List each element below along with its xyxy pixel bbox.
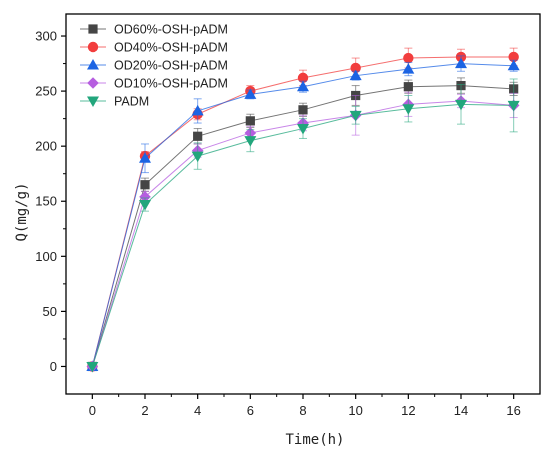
series-line	[91, 100, 514, 367]
x-tick-label: 8	[299, 403, 306, 418]
x-tick-label: 0	[89, 403, 96, 418]
data-point	[402, 63, 415, 74]
y-tick-label: 200	[35, 139, 57, 154]
y-tick-label: 300	[35, 29, 57, 44]
legend-marker	[87, 77, 99, 89]
data-point	[455, 99, 467, 111]
series-5	[86, 78, 520, 373]
legend-label: PADM	[114, 95, 149, 109]
data-point	[139, 200, 151, 211]
y-tick-label: 250	[35, 84, 57, 99]
legend-label: OD10%-OSH-pADM	[114, 77, 228, 91]
data-point	[86, 361, 99, 373]
legend-label: OD40%-OSH-pADM	[114, 41, 228, 55]
y-tick-label: 50	[43, 304, 57, 319]
legend-marker	[88, 24, 98, 34]
data-point	[455, 57, 467, 69]
x-tick-label: 12	[401, 403, 415, 418]
data-point	[298, 105, 308, 115]
y-tick-label: 100	[35, 249, 57, 264]
data-point	[297, 80, 309, 92]
data-point	[403, 82, 413, 92]
series-2	[87, 47, 519, 372]
data-point	[139, 191, 151, 203]
series-line	[91, 103, 514, 367]
x-tick-label: 10	[348, 403, 362, 418]
legend-entry-2: OD40%-OSH-pADM	[80, 41, 228, 55]
legend-entry-4: OD10%-OSH-pADM	[80, 77, 228, 91]
x-tick-label: 14	[454, 403, 468, 418]
data-point	[139, 152, 151, 163]
data-point	[244, 88, 257, 99]
axis-ticks: 0 2 4 6 8 10 12 14 16 0 50 100 150 200 250 300	[35, 29, 521, 418]
x-axis-label: Time(h)	[285, 432, 344, 448]
data-point	[245, 116, 255, 126]
data-point	[193, 131, 203, 141]
legend-marker	[87, 96, 99, 107]
legend-marker	[87, 59, 99, 70]
data-point	[349, 69, 362, 81]
legend-entry-5: PADM	[80, 95, 149, 109]
data-point	[297, 72, 309, 84]
data-point	[402, 104, 415, 115]
data-point	[140, 180, 150, 190]
series-group	[86, 47, 520, 373]
x-tick-label: 6	[247, 403, 254, 418]
data-point	[508, 51, 519, 63]
data-point	[349, 110, 362, 122]
data-point	[191, 151, 204, 163]
legend: OD60%-OSH-pADM OD40%-OSH-pADM OD20%-OSH-pA…	[80, 23, 228, 109]
legend-entry-3: OD20%-OSH-pADM	[80, 59, 228, 73]
legend-entry-1: OD60%-OSH-pADM	[80, 23, 228, 37]
x-tick-label: 16	[506, 403, 520, 418]
data-point	[244, 136, 257, 147]
x-tick-label: 2	[141, 403, 148, 418]
x-tick-label: 4	[194, 403, 201, 418]
y-axis-label: Q(mg/g)	[14, 182, 30, 241]
legend-label: OD60%-OSH-pADM	[114, 23, 228, 37]
data-point	[403, 52, 414, 64]
data-point	[507, 100, 520, 112]
legend-label: OD20%-OSH-pADM	[114, 59, 228, 73]
data-point	[191, 104, 204, 116]
data-point	[297, 124, 309, 135]
y-tick-label: 0	[50, 359, 57, 374]
legend-marker	[87, 41, 99, 53]
data-point	[507, 59, 520, 71]
data-point	[350, 62, 361, 74]
y-tick-label: 150	[35, 194, 57, 209]
